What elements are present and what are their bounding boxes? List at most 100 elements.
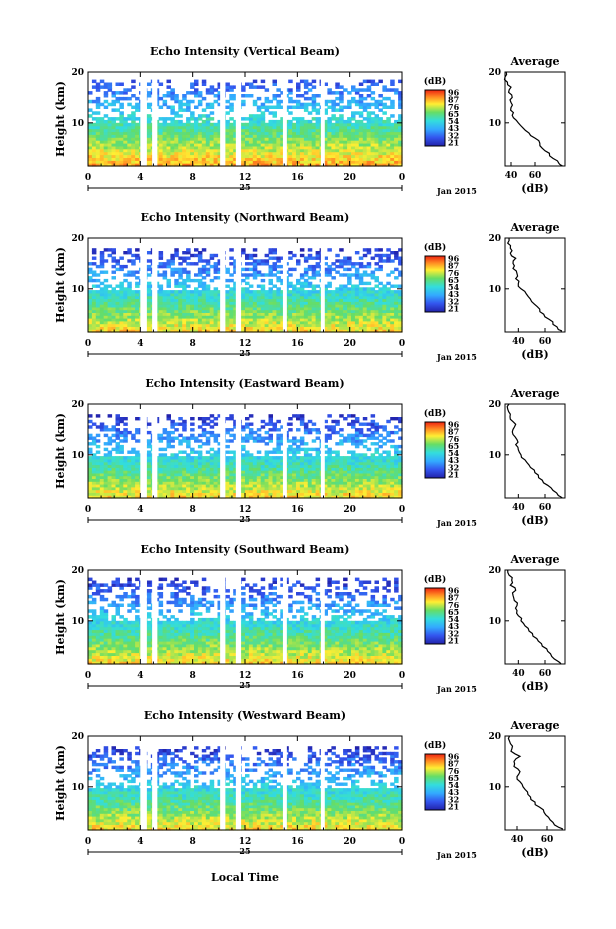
heatmap-cell [190, 148, 195, 153]
heatmap-cell [241, 122, 246, 127]
heatmap-cell [311, 495, 317, 499]
heatmap-cell [272, 262, 277, 266]
heatmap-cell [362, 326, 368, 330]
heatmap-cell [194, 154, 199, 158]
heatmap-cell [209, 88, 215, 92]
heatmap-cell [292, 312, 297, 316]
heatmap-cell [123, 458, 128, 463]
heatmap-cell [127, 137, 132, 141]
heatmap-cell [95, 131, 101, 135]
heatmap-cell [327, 458, 332, 463]
heatmap-cell [327, 450, 332, 454]
heatmap-cell [115, 422, 120, 426]
heatmap-cell [276, 99, 281, 104]
heatmap-cell [343, 290, 348, 294]
heatmap-cell [296, 88, 301, 92]
heatmap-cell [303, 119, 309, 124]
heatmap-cell [382, 96, 387, 101]
heatmap-cell [135, 439, 140, 443]
heatmap-cell [190, 312, 195, 316]
heatmap-cell [327, 248, 332, 252]
heatmap-cell [378, 264, 383, 269]
heatmap-cell [358, 295, 364, 300]
heatmap-cell [256, 461, 262, 466]
heatmap-cell [241, 292, 246, 297]
heatmap-cell [95, 284, 101, 288]
heatmap-cell [335, 298, 340, 302]
heatmap-cell [209, 472, 215, 477]
heatmap-cell [256, 484, 262, 488]
heatmap-cell [323, 256, 328, 260]
heatmap-cell [162, 298, 168, 302]
heatmap-cell [146, 122, 152, 127]
heatmap-cell [205, 262, 211, 266]
heatmap-cell [229, 278, 234, 283]
heatmap-cell [327, 481, 332, 485]
heatmap-cell [280, 292, 285, 297]
heatmap-cell [123, 312, 128, 316]
heatmap-cell [166, 323, 171, 327]
heatmap-cell [194, 248, 199, 252]
heatmap-cell [103, 326, 109, 330]
heatmap-cell [335, 102, 340, 107]
heatmap-cell [91, 157, 97, 161]
heatmap-cell [331, 163, 336, 167]
heatmap-cell [123, 484, 128, 488]
heatmap-cell [111, 148, 116, 153]
heatmap-cell [315, 140, 321, 144]
heatmap-cell [217, 458, 222, 463]
heatmap-cell [323, 102, 328, 107]
heatmap-cell [398, 154, 403, 158]
heatmap-cell [354, 309, 360, 313]
heatmap-cell [386, 309, 391, 313]
heatmap-cell [276, 428, 281, 432]
heatmap-cell [358, 315, 364, 319]
heatmap-cell [170, 125, 175, 130]
heatmap-cell [182, 492, 187, 496]
heatmap-cell [292, 125, 297, 130]
heatmap-cell [170, 430, 175, 435]
heatmap-cell [362, 148, 368, 153]
y-tick-label: 10 [71, 285, 84, 295]
heatmap-cell [256, 433, 262, 438]
heatmap-cell [111, 309, 116, 313]
heatmap-cell [378, 329, 383, 333]
heatmap-cell [95, 461, 101, 466]
heatmap-cell [111, 326, 116, 330]
heatmap-cell [174, 495, 179, 499]
heatmap-cell [186, 475, 191, 479]
heatmap-cell [315, 458, 321, 463]
heatmap-cell [119, 281, 124, 286]
heatmap-cell [343, 301, 348, 305]
heatmap-cell [264, 470, 270, 474]
heatmap-cell [398, 125, 403, 130]
heatmap-cell [95, 456, 101, 460]
heatmap-cell [146, 315, 152, 319]
heatmap-cell [158, 253, 164, 258]
heatmap-cell [174, 122, 179, 127]
heatmap-cell [354, 312, 360, 316]
heatmap-cell [339, 433, 344, 438]
heatmap-cell [162, 312, 168, 316]
heatmap-cell [276, 122, 281, 127]
heatmap-cell [103, 295, 109, 300]
heatmap-cell [107, 320, 113, 325]
heatmap-cell [174, 148, 179, 153]
heatmap-cell [370, 270, 376, 274]
heatmap-cell [248, 475, 254, 479]
heatmap-cell [339, 492, 344, 496]
heatmap-cell [303, 148, 309, 153]
heatmap-cell [91, 495, 97, 499]
heatmap-cell [115, 486, 120, 491]
heatmap-cell [327, 154, 332, 158]
heatmap-cell [205, 306, 211, 311]
heatmap-cell [307, 312, 313, 316]
heatmap-cell [146, 318, 152, 322]
heatmap-cell [370, 145, 376, 150]
heatmap-cell [386, 253, 391, 258]
heatmap-cell [99, 422, 105, 426]
heatmap-cell [197, 417, 203, 421]
heatmap-cell [91, 467, 97, 471]
heatmap-cell [303, 131, 309, 135]
heatmap-cell [162, 306, 168, 311]
